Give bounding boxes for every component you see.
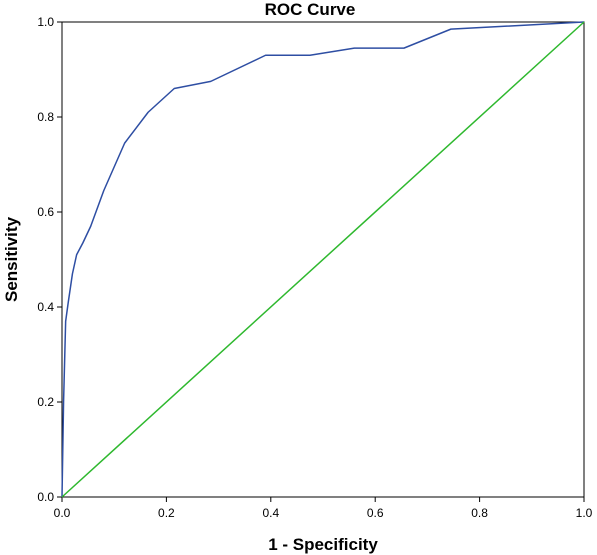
x-tick-label: 1.0 [576,506,593,520]
chart-title: ROC Curve [265,0,356,19]
y-axis-ticks: 0.0 0.2 0.4 0.6 0.8 1.0 [37,15,62,504]
y-axis-title: Sensitivity [2,216,21,302]
x-tick-label: 0.4 [262,506,279,520]
x-tick-label: 0.2 [158,506,175,520]
y-tick-label: 0.8 [37,110,54,124]
y-tick-label: 0.6 [37,205,54,219]
y-tick-label: 1.0 [37,15,54,29]
x-tick-label: 0.8 [471,506,488,520]
y-tick-label: 0.0 [37,490,54,504]
x-axis-title: 1 - Specificity [268,535,378,554]
plot-area [61,21,585,498]
x-tick-label: 0.6 [367,506,384,520]
x-tick-label: 0.0 [54,506,71,520]
y-tick-label: 0.2 [37,395,54,409]
y-tick-label: 0.4 [37,300,54,314]
series-layer [61,21,585,498]
reference-diagonal-line [61,21,585,498]
x-axis-ticks: 0.0 0.2 0.4 0.6 0.8 1.0 [54,497,593,520]
